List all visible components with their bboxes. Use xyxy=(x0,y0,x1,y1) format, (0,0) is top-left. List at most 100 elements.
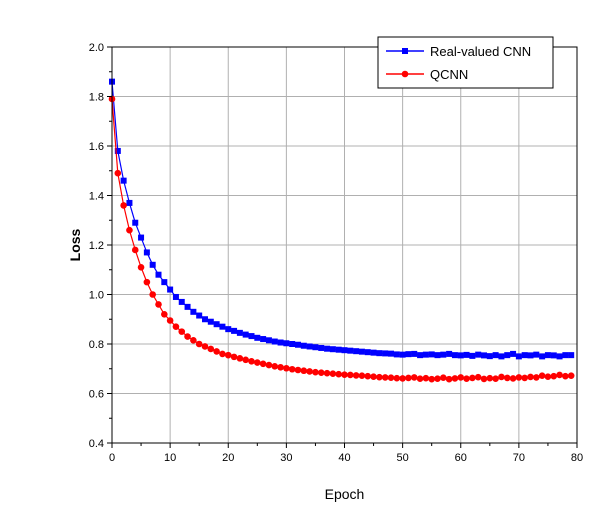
data-point xyxy=(137,263,145,271)
data-point xyxy=(422,351,429,358)
data-point xyxy=(567,372,575,379)
y-tick-label: 1.6 xyxy=(89,141,104,153)
data-point xyxy=(178,298,185,305)
y-tick-label: 1.2 xyxy=(89,240,104,252)
data-point xyxy=(422,374,430,382)
legend-swatch-marker xyxy=(402,48,408,54)
data-point xyxy=(196,312,203,319)
data-point xyxy=(358,348,365,355)
data-point xyxy=(178,328,186,335)
data-point xyxy=(533,351,540,358)
data-point xyxy=(469,374,476,382)
y-tick-label: 1.0 xyxy=(89,290,104,302)
data-point xyxy=(143,249,150,256)
data-point xyxy=(544,352,551,359)
data-point xyxy=(538,372,546,379)
data-point xyxy=(568,352,575,359)
data-point xyxy=(248,358,255,365)
y-axis-title: Loss xyxy=(67,228,83,261)
data-point xyxy=(248,333,255,340)
data-point xyxy=(254,359,261,366)
data-point xyxy=(562,372,569,380)
data-point xyxy=(434,375,441,382)
legend-box xyxy=(377,36,554,89)
data-point xyxy=(277,363,284,371)
data-point xyxy=(521,374,528,382)
data-point xyxy=(562,352,569,359)
data-point xyxy=(399,351,406,358)
data-point xyxy=(352,372,360,379)
x-axis-title: Epoch xyxy=(325,486,365,502)
data-point xyxy=(114,147,121,154)
data-point xyxy=(353,348,360,355)
data-point xyxy=(329,370,337,378)
x-tick-label: 40 xyxy=(338,452,350,464)
x-tick-label: 10 xyxy=(164,452,176,464)
data-point xyxy=(236,329,243,336)
series-qcnn xyxy=(108,95,575,383)
data-point xyxy=(271,338,278,345)
data-point xyxy=(364,349,371,356)
data-point xyxy=(486,353,493,360)
data-point xyxy=(172,293,179,300)
data-point xyxy=(440,374,447,381)
data-point xyxy=(242,331,249,338)
data-point xyxy=(126,226,133,234)
data-point xyxy=(550,352,557,359)
data-point xyxy=(155,271,162,278)
data-point xyxy=(376,350,383,357)
data-point xyxy=(295,341,301,348)
data-point xyxy=(370,373,377,380)
data-point xyxy=(225,326,232,333)
data-point xyxy=(231,327,238,334)
data-point xyxy=(358,372,366,379)
x-tick-label: 30 xyxy=(280,452,292,464)
data-point xyxy=(411,350,418,357)
data-point xyxy=(161,279,168,286)
data-point xyxy=(149,291,156,298)
legend: Real-valued CNN QCNN xyxy=(377,36,554,89)
data-point xyxy=(166,317,174,324)
y-tick-label: 0.4 xyxy=(89,438,104,450)
data-point xyxy=(382,350,389,357)
data-point xyxy=(451,352,458,359)
data-point xyxy=(195,340,203,348)
data-point xyxy=(503,374,511,382)
data-point xyxy=(213,348,220,355)
y-tick-label: 1.4 xyxy=(89,191,104,203)
series-real-valued-cnn xyxy=(109,78,575,360)
data-point xyxy=(364,372,372,380)
data-point xyxy=(440,351,447,358)
data-point xyxy=(405,374,412,382)
data-point xyxy=(428,375,435,383)
data-point xyxy=(224,351,232,359)
data-point xyxy=(481,352,487,359)
data-point xyxy=(399,375,406,382)
data-point xyxy=(445,375,453,383)
data-point xyxy=(271,362,279,370)
data-point xyxy=(300,367,308,375)
data-point xyxy=(265,361,273,369)
data-point xyxy=(306,368,313,375)
data-point xyxy=(149,261,156,268)
data-point xyxy=(306,343,313,350)
x-tick-label: 60 xyxy=(455,452,467,464)
data-point xyxy=(504,352,511,359)
y-tick-label: 0.6 xyxy=(89,389,104,401)
data-point xyxy=(300,342,307,349)
legend-label-real-valued-cnn: Real-valued CNN xyxy=(430,44,531,59)
data-point xyxy=(428,351,435,358)
data-point xyxy=(329,346,336,353)
data-point xyxy=(126,199,133,206)
data-point xyxy=(184,303,191,310)
data-point xyxy=(143,278,151,286)
data-point xyxy=(527,373,534,381)
data-point xyxy=(120,177,127,184)
data-point xyxy=(207,345,215,353)
y-tick-label: 1.8 xyxy=(89,92,104,104)
data-point xyxy=(312,344,319,351)
data-point xyxy=(172,323,180,330)
data-point xyxy=(376,373,383,381)
data-point xyxy=(457,352,464,359)
data-point xyxy=(318,344,325,351)
